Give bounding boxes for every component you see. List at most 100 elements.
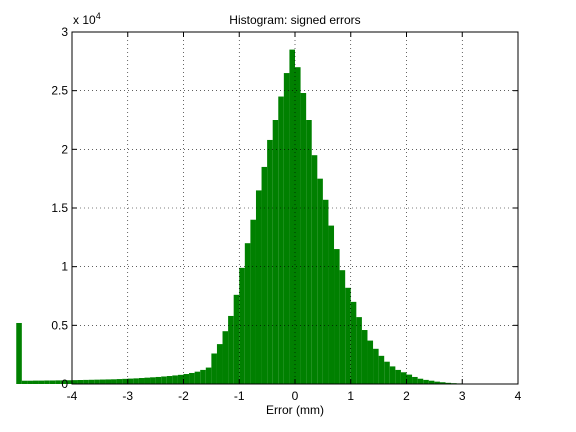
bar <box>339 270 346 384</box>
x-tick-label: -1 <box>234 389 245 403</box>
bar <box>21 380 28 384</box>
bar <box>49 380 56 384</box>
bar <box>300 93 307 384</box>
bar <box>272 120 279 384</box>
bar <box>345 287 351 384</box>
bar <box>267 139 273 384</box>
y-tick-label: 1.5 <box>51 201 68 215</box>
bar <box>111 379 117 384</box>
bar <box>417 378 424 384</box>
y-multiplier: x 104 <box>73 11 101 27</box>
bar <box>116 379 123 384</box>
bar <box>384 361 390 384</box>
bar <box>205 367 212 384</box>
bar <box>367 340 374 384</box>
bar <box>55 380 61 384</box>
bar <box>122 378 128 384</box>
y-tick-label: 2.5 <box>51 84 68 98</box>
y-tick-label: 2 <box>61 142 68 156</box>
bar <box>283 73 290 385</box>
bar <box>16 322 22 384</box>
bar <box>94 379 100 384</box>
bar <box>38 380 45 384</box>
x-tick-label: 2 <box>403 389 410 403</box>
x-tick-label: 3 <box>459 389 466 403</box>
bar <box>172 375 178 384</box>
bar <box>311 155 318 384</box>
bar <box>133 378 139 384</box>
bar <box>138 378 145 384</box>
bar <box>72 380 78 384</box>
bar <box>434 381 440 384</box>
bar <box>400 372 407 384</box>
bar <box>428 380 435 384</box>
bar <box>239 267 245 384</box>
x-tick-label: -4 <box>67 389 78 403</box>
bar <box>322 199 329 384</box>
y-tick-label: 0 <box>61 377 68 391</box>
x-tick-label: -3 <box>122 389 133 403</box>
bar <box>161 376 167 384</box>
bar <box>306 120 312 384</box>
y-tick-label: 0.5 <box>51 318 68 332</box>
bar <box>32 380 39 384</box>
bar <box>378 355 385 384</box>
chart-title: Histogram: signed errors <box>229 13 360 27</box>
x-tick-label: -2 <box>178 389 189 403</box>
bar <box>389 366 396 384</box>
bar <box>233 294 240 384</box>
bar <box>99 379 106 384</box>
bar <box>88 379 95 384</box>
bar <box>439 382 446 384</box>
bar <box>334 249 340 384</box>
bar <box>77 380 84 384</box>
x-tick-label: 4 <box>515 389 522 403</box>
bar <box>44 380 50 384</box>
bar <box>289 49 295 384</box>
x-tick-label: 1 <box>347 389 354 403</box>
bar <box>144 377 151 384</box>
y-tick-label: 1 <box>61 260 68 274</box>
bar <box>423 379 429 384</box>
bar <box>255 190 262 384</box>
bar <box>356 317 362 384</box>
bar <box>127 378 134 384</box>
bar <box>228 315 234 384</box>
bar <box>105 379 112 384</box>
bar <box>150 377 156 384</box>
bar <box>60 380 67 384</box>
y-tick-label: 3 <box>61 25 68 39</box>
bar <box>194 371 201 384</box>
bar <box>295 67 301 384</box>
bar <box>222 331 229 384</box>
bar <box>278 96 284 385</box>
y-multiplier-base: x 10 <box>73 13 96 27</box>
bar <box>395 369 401 384</box>
x-tick-label: 0 <box>292 389 299 403</box>
bar <box>244 243 251 384</box>
bar <box>317 178 323 384</box>
bar <box>177 374 184 384</box>
bar <box>189 372 195 384</box>
bar <box>66 380 72 384</box>
axes-box <box>71 31 519 385</box>
bar <box>83 379 89 384</box>
bar <box>261 166 268 384</box>
bar <box>328 225 335 384</box>
bar <box>373 348 379 384</box>
bar <box>183 374 190 384</box>
bar <box>445 382 452 384</box>
bar <box>412 376 418 384</box>
bar <box>27 380 33 384</box>
bar <box>155 376 162 384</box>
bar <box>250 219 256 384</box>
y-multiplier-exponent: 4 <box>96 11 101 21</box>
bar <box>216 344 223 384</box>
bar <box>361 330 368 384</box>
x-axis-label: Error (mm) <box>266 403 324 417</box>
bar <box>406 374 413 384</box>
bar <box>166 376 173 384</box>
bar <box>200 369 206 384</box>
bar <box>350 301 357 384</box>
